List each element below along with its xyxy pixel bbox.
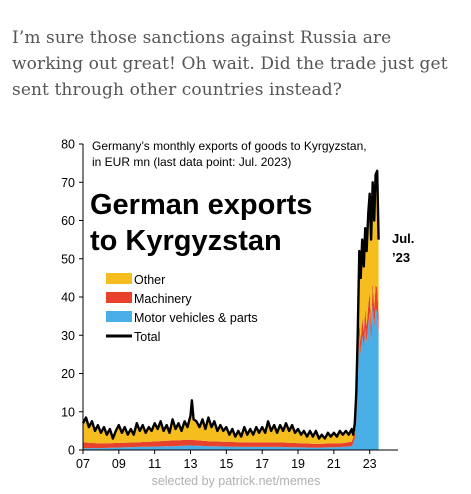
legend-label-total: Total (134, 330, 160, 344)
x-tick-label: 13 (184, 457, 198, 471)
x-tick-label: 19 (291, 457, 305, 471)
y-tick-label: 80 (61, 138, 75, 152)
legend-swatch-other (106, 273, 132, 284)
legend-swatch-machinery (106, 292, 132, 303)
area-motor-vehicles (83, 304, 379, 450)
legend-label-motor: Motor vehicles & parts (134, 311, 258, 325)
y-tick-label: 70 (61, 176, 75, 190)
annotation-last-point: ’23 (392, 250, 410, 265)
y-tick-label: 30 (61, 329, 75, 343)
area-machinery (83, 281, 379, 449)
legend-label-machinery: Machinery (134, 292, 192, 306)
y-tick-label: 40 (61, 291, 75, 305)
chart-subtitle-line: Germany’s monthly exports of goods to Ky… (92, 139, 367, 153)
x-tick-label: 11 (148, 457, 161, 471)
x-tick-label: 15 (219, 457, 233, 471)
chart-title-line: to Kyrgyzstan (90, 225, 282, 257)
x-tick-label: 23 (363, 457, 377, 471)
y-tick-label: 60 (61, 214, 75, 228)
legend-swatch-motor (106, 311, 132, 322)
chart-title-line: German exports (90, 189, 312, 221)
y-tick-label: 50 (61, 252, 75, 266)
y-tick-label: 10 (61, 405, 75, 419)
post-text: I’m sure those sanctions against Russia … (12, 28, 448, 100)
chart-subtitle-line: in EUR mn (last data point: Jul. 2023) (92, 155, 291, 169)
x-tick-label: 09 (112, 457, 126, 471)
y-tick-label: 0 (68, 444, 75, 458)
annotation-last-point: Jul. (392, 231, 414, 246)
x-tick-label: 07 (76, 457, 90, 471)
watermark: selected by patrick.net/memes (152, 474, 321, 488)
line-total (81, 169, 380, 440)
legend-label-other: Other (134, 273, 165, 287)
x-tick-label: 17 (255, 457, 269, 471)
y-tick-label: 20 (61, 367, 75, 381)
x-tick-label: 21 (327, 457, 341, 471)
